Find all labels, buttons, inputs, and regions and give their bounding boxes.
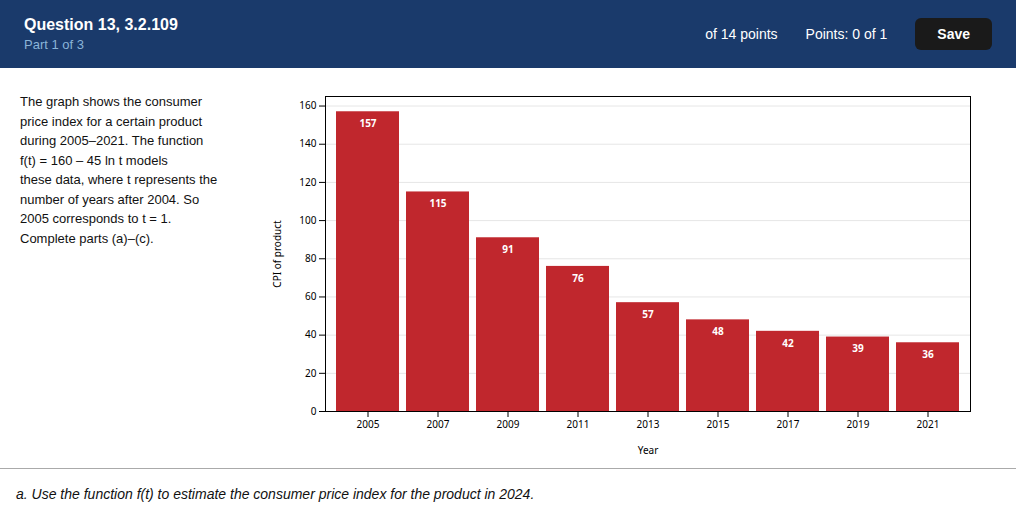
svg-text:2017: 2017	[777, 417, 800, 431]
svg-text:115: 115	[429, 196, 446, 210]
html-text:Save: Save	[937, 26, 970, 42]
svg-text:91: 91	[502, 242, 513, 256]
svg-text:160: 160	[299, 98, 316, 112]
svg-text:2013: 2013	[637, 417, 660, 431]
html-text:Question 13, 3.2.109: Question 13, 3.2.109	[24, 16, 178, 33]
svg-text:120: 120	[299, 175, 316, 189]
svg-text:2007: 2007	[427, 417, 450, 431]
svg-text:57: 57	[642, 307, 654, 321]
svg-text:157: 157	[359, 116, 376, 130]
svg-text:36: 36	[922, 347, 934, 361]
svg-text:42: 42	[782, 336, 794, 350]
svg-text:76: 76	[572, 271, 584, 285]
svg-text:100: 100	[299, 213, 316, 227]
svg-text:140: 140	[299, 136, 316, 150]
svg-text:0: 0	[311, 404, 317, 418]
svg-text:20: 20	[305, 366, 317, 380]
html-text:Points: 0 of 1: Points: 0 of 1	[805, 26, 888, 42]
svg-text:Year: Year	[638, 443, 659, 457]
svg-text:39: 39	[852, 341, 864, 355]
html-text:Part 1 of 3: Part 1 of 3	[24, 37, 84, 52]
html-text:a. Use the function f(t) to es: a. Use the function f(t) to estimate the…	[16, 486, 535, 502]
svg-text:2021: 2021	[917, 417, 940, 431]
svg-text:48: 48	[712, 324, 724, 338]
svg-text:CPI of product: CPI of product	[270, 220, 284, 288]
svg-text:40: 40	[305, 327, 317, 341]
svg-text:2005: 2005	[357, 417, 380, 431]
html-text:The graph shows the consumer p: The graph shows the consumer price index…	[20, 94, 218, 246]
svg-text:2015: 2015	[707, 417, 730, 431]
svg-text:2019: 2019	[847, 417, 870, 431]
svg-text:80: 80	[305, 251, 317, 265]
svg-text:60: 60	[305, 289, 317, 303]
html-text:of 14 points: of 14 points	[705, 26, 778, 42]
svg-text:2011: 2011	[567, 417, 590, 431]
svg-text:2009: 2009	[497, 417, 520, 431]
